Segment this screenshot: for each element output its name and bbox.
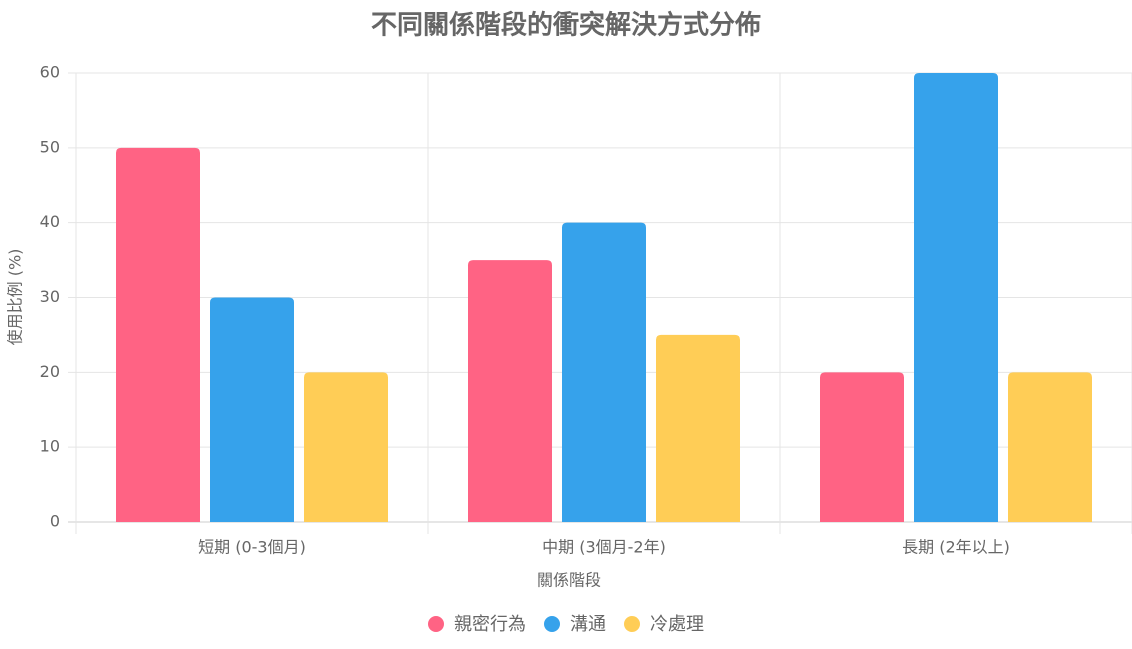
bar [468,260,552,522]
y-tick-label: 50 [40,137,60,156]
y-tick-label: 30 [40,287,60,306]
legend-marker [624,616,640,632]
y-tick-label: 20 [40,362,60,381]
legend-marker [544,616,560,632]
legend-label: 冷處理 [650,614,704,635]
bar [656,334,740,522]
x-tick-label: 中期 (3個月-2年) [542,538,666,557]
x-axis-title: 關係階段 [537,571,601,590]
legend-label: 親密行為 [454,614,526,635]
bar [562,222,646,522]
legend-marker [428,616,444,632]
bar [914,73,998,522]
y-tick-label: 40 [40,212,60,231]
x-tick-label: 短期 (0-3個月) [198,538,306,557]
legend-label: 溝通 [570,614,606,635]
y-axis-title: 使用比例 (%) [6,249,25,346]
y-tick-label: 0 [50,512,60,531]
bar [116,147,200,523]
y-tick-label: 10 [40,437,60,456]
bar [1008,372,1092,522]
bar [210,297,294,522]
bar [820,372,904,522]
x-tick-label: 長期 (2年以上) [902,538,1010,557]
chart-title: 不同關係階段的衝突解決方式分佈 [371,10,761,41]
bar [304,372,388,522]
y-tick-label: 60 [40,63,60,82]
